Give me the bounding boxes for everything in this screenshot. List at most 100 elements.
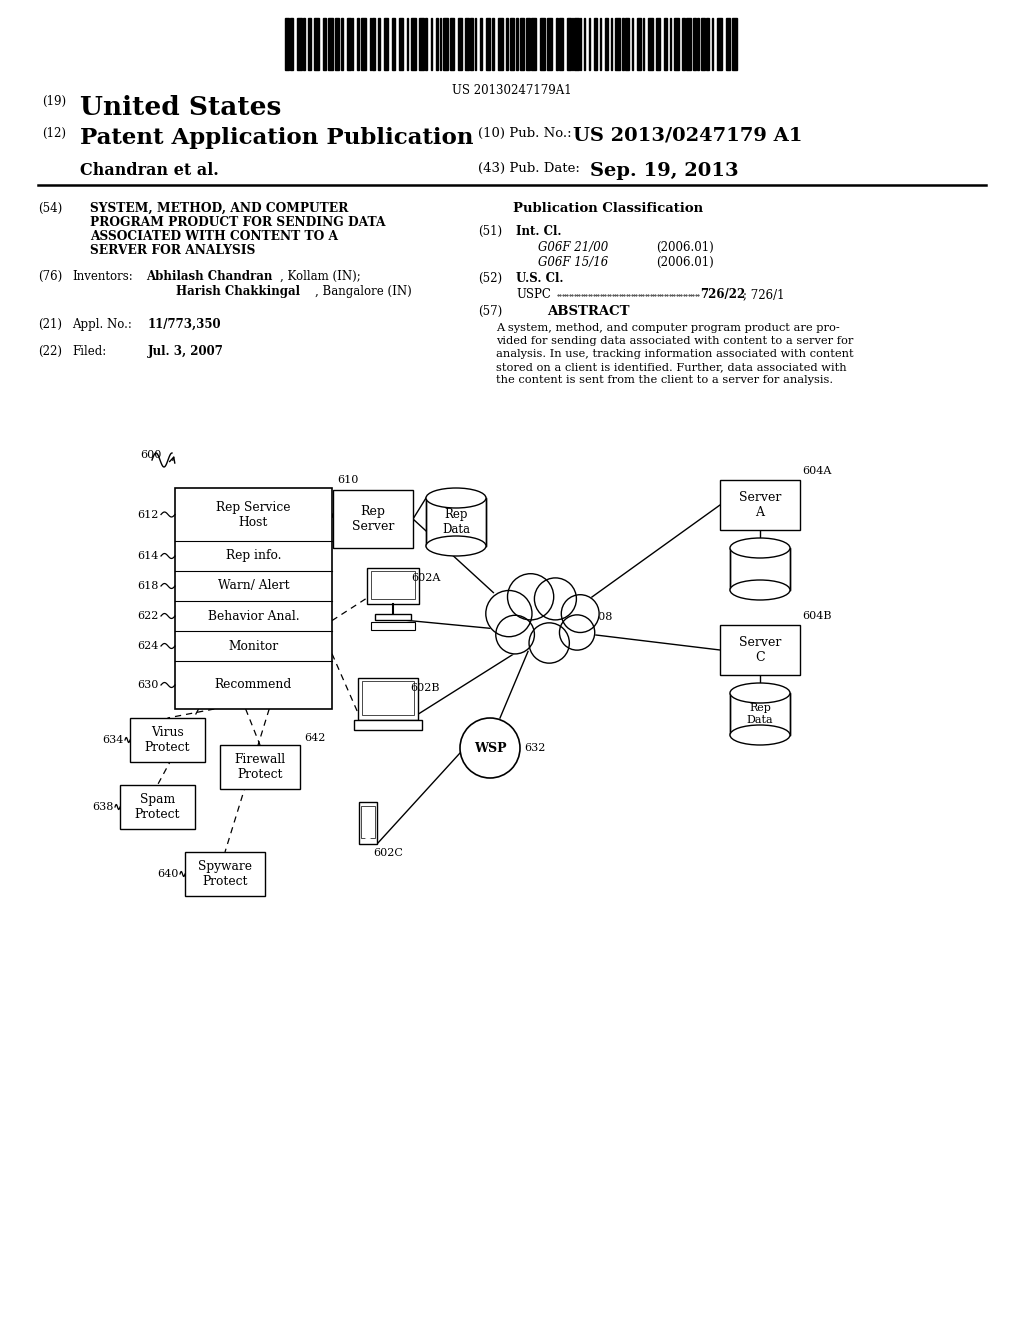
Text: 11/773,350: 11/773,350 [148, 318, 221, 331]
Text: Rep Service
Host: Rep Service Host [216, 500, 291, 528]
Bar [674, 18, 679, 70]
Bar [372, 18, 375, 70]
Text: ASSOCIATED WITH CONTENT TO A: ASSOCIATED WITH CONTENT TO A [90, 230, 338, 243]
Text: Warn/ Alert: Warn/ Alert [218, 579, 290, 593]
Bar [347, 18, 351, 70]
Text: 630: 630 [137, 680, 159, 690]
Bar [637, 18, 641, 70]
Text: Rep
Data: Rep Data [442, 508, 470, 536]
Text: Harish Chakkingal: Harish Chakkingal [176, 285, 300, 298]
Text: Monitor: Monitor [228, 639, 279, 652]
Text: ; 726/1: ; 726/1 [743, 288, 784, 301]
Text: Behavior Anal.: Behavior Anal. [208, 610, 299, 623]
Text: (10) Pub. No.:: (10) Pub. No.: [478, 127, 575, 140]
Bar [656, 18, 660, 70]
Ellipse shape [730, 725, 790, 744]
Text: 614: 614 [137, 550, 159, 561]
Bar [419, 18, 424, 70]
Bar [547, 18, 552, 70]
Circle shape [561, 595, 599, 632]
Text: 604A: 604A [802, 466, 831, 477]
Text: 624: 624 [137, 642, 159, 651]
Bar [362, 681, 414, 715]
Text: Chandran et al.: Chandran et al. [80, 162, 219, 180]
Bar [594, 18, 597, 70]
Bar [730, 548, 790, 590]
Text: SYSTEM, METHOD, AND COMPUTER: SYSTEM, METHOD, AND COMPUTER [90, 202, 348, 215]
Bar [567, 18, 571, 70]
Text: (2006.01): (2006.01) [656, 242, 714, 253]
Bar [540, 18, 545, 70]
Bar [361, 18, 366, 70]
Text: (22): (22) [38, 345, 62, 358]
Text: Publication Classification: Publication Classification [513, 202, 703, 215]
Text: 632: 632 [524, 743, 546, 752]
Text: , Kollam (IN);: , Kollam (IN); [280, 271, 360, 282]
Bar [384, 18, 388, 70]
Bar [470, 18, 473, 70]
Text: United States: United States [80, 95, 282, 120]
Bar [120, 785, 195, 829]
Bar [516, 18, 518, 70]
Bar [701, 18, 705, 70]
Text: vided for sending data associated with content to a server for: vided for sending data associated with c… [496, 337, 853, 346]
Text: US 2013/0247179 A1: US 2013/0247179 A1 [573, 127, 803, 145]
Circle shape [508, 574, 554, 620]
Ellipse shape [730, 579, 790, 601]
Text: Server
C: Server C [738, 636, 781, 664]
Bar [720, 624, 800, 675]
Text: Int. Cl.: Int. Cl. [516, 224, 561, 238]
Text: Filed:: Filed: [72, 345, 106, 358]
Text: (51): (51) [478, 224, 502, 238]
Bar [622, 18, 624, 70]
Bar [732, 18, 737, 70]
Bar [682, 18, 685, 70]
Bar [531, 18, 536, 70]
Text: 642: 642 [304, 733, 326, 743]
Bar [450, 18, 454, 70]
Text: Sep. 19, 2013: Sep. 19, 2013 [590, 162, 738, 180]
Text: Abhilash Chandran: Abhilash Chandran [146, 271, 272, 282]
Text: Server
A: Server A [738, 491, 781, 519]
Text: (21): (21) [38, 318, 62, 331]
Text: WSP: WSP [474, 742, 506, 755]
Bar [664, 18, 667, 70]
Text: 640: 640 [158, 869, 179, 879]
Bar [308, 18, 311, 70]
Bar [510, 18, 514, 70]
Text: 604B: 604B [802, 611, 831, 620]
Bar [625, 18, 629, 70]
Bar [648, 18, 653, 70]
Bar [730, 693, 790, 735]
Text: G06F 15/16: G06F 15/16 [538, 256, 608, 269]
Bar [371, 622, 415, 630]
Text: Rep
Data: Rep Data [746, 704, 773, 725]
Text: 602B: 602B [410, 682, 439, 693]
Circle shape [535, 578, 577, 620]
Circle shape [529, 623, 569, 663]
Bar [443, 18, 449, 70]
Text: Rep
Server: Rep Server [352, 506, 394, 533]
Text: 608: 608 [591, 612, 612, 622]
Text: Rep info.: Rep info. [225, 549, 282, 562]
Ellipse shape [426, 536, 486, 556]
Bar [323, 18, 326, 70]
Bar [726, 18, 730, 70]
Bar [185, 851, 265, 896]
Text: Recommend: Recommend [215, 678, 292, 692]
Text: 726/22: 726/22 [700, 288, 745, 301]
Bar [359, 803, 377, 843]
Bar [615, 18, 620, 70]
Bar [175, 488, 332, 709]
Text: Virus
Protect: Virus Protect [144, 726, 190, 754]
Text: (43) Pub. Date:: (43) Pub. Date: [478, 162, 580, 176]
Text: analysis. In use, tracking information associated with content: analysis. In use, tracking information a… [496, 348, 854, 359]
Text: Patent Application Publication: Patent Application Publication [80, 127, 473, 149]
Text: (19): (19) [42, 95, 67, 108]
Bar [480, 18, 482, 70]
Bar [720, 480, 800, 531]
Ellipse shape [730, 682, 790, 704]
Text: G06F 21/00: G06F 21/00 [538, 242, 608, 253]
Bar [706, 18, 709, 70]
Bar [486, 18, 490, 70]
